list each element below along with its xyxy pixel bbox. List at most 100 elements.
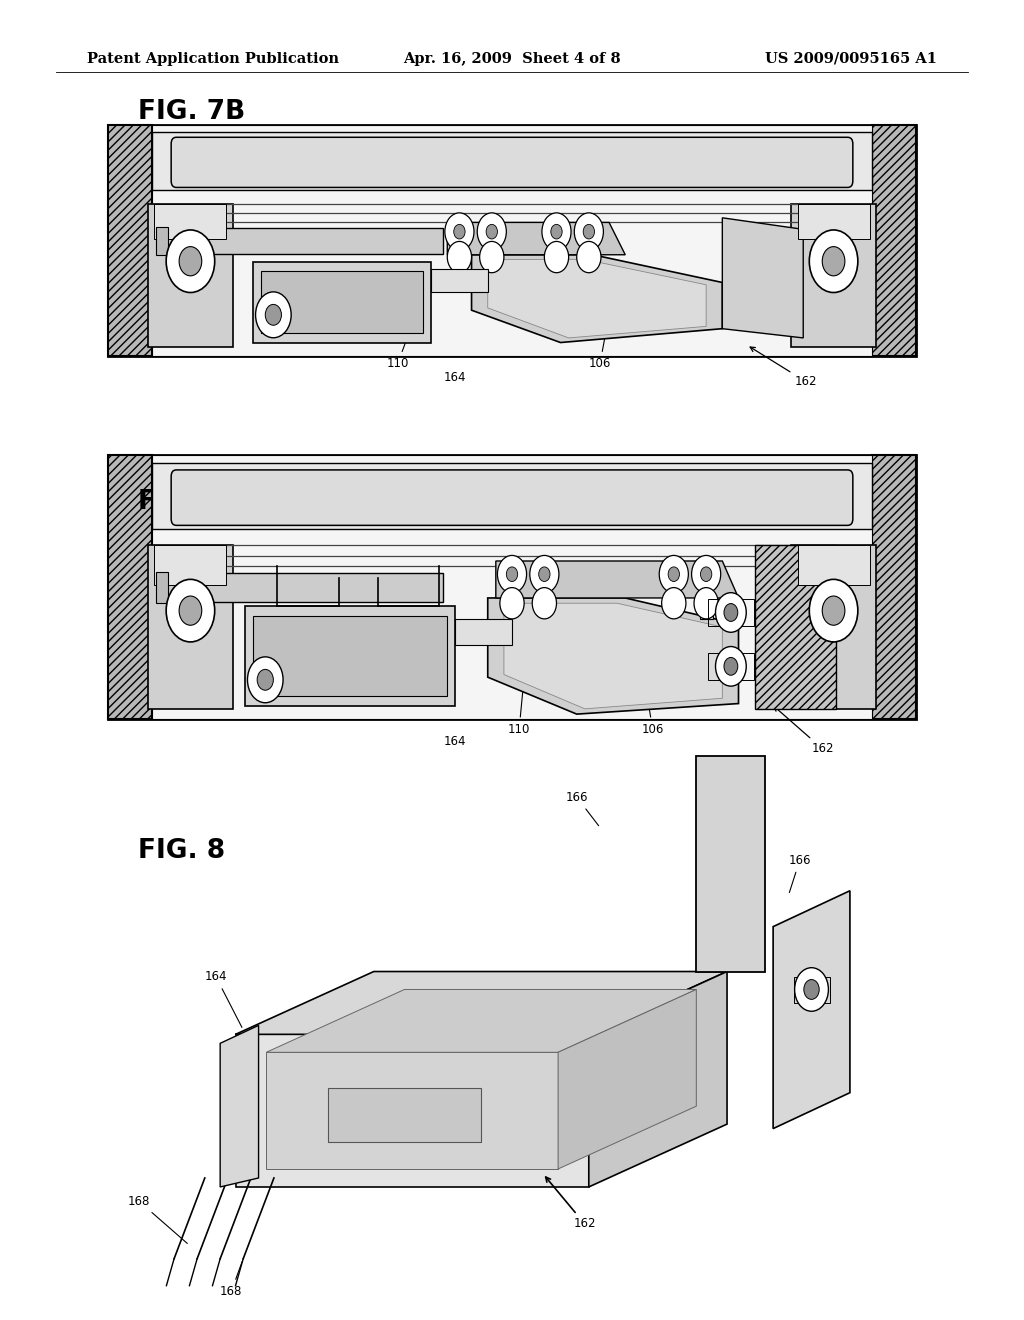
Circle shape — [545, 242, 568, 273]
Text: 164: 164 — [444, 371, 467, 384]
Bar — [261, 271, 423, 334]
Text: FIG. 7C: FIG. 7C — [138, 488, 245, 515]
Circle shape — [479, 242, 504, 273]
Polygon shape — [496, 561, 738, 598]
Text: 164: 164 — [444, 735, 467, 748]
Circle shape — [532, 587, 556, 619]
Circle shape — [716, 647, 746, 686]
Circle shape — [265, 305, 282, 325]
Polygon shape — [266, 990, 696, 1052]
Text: 166: 166 — [788, 854, 811, 892]
Text: FIG. 8: FIG. 8 — [138, 838, 225, 865]
Circle shape — [716, 593, 746, 632]
Polygon shape — [722, 218, 803, 338]
Bar — [431, 269, 487, 292]
Circle shape — [256, 292, 291, 338]
Text: 168: 168 — [128, 1195, 187, 1243]
Bar — [156, 227, 168, 255]
Circle shape — [659, 556, 688, 593]
Polygon shape — [558, 990, 696, 1170]
Bar — [538, 561, 551, 619]
Circle shape — [539, 566, 550, 582]
Polygon shape — [471, 255, 722, 343]
Bar — [152, 125, 872, 356]
Bar — [798, 545, 869, 585]
Bar — [253, 616, 447, 696]
Polygon shape — [589, 972, 727, 1187]
Text: FIG. 7B: FIG. 7B — [138, 99, 246, 125]
Circle shape — [506, 566, 518, 582]
Polygon shape — [236, 1035, 589, 1187]
Bar — [506, 561, 518, 619]
Circle shape — [724, 657, 737, 676]
Bar — [156, 572, 168, 603]
Text: 106: 106 — [641, 664, 664, 735]
Bar — [253, 261, 431, 343]
Circle shape — [179, 597, 202, 626]
Text: US 2009/0095165 A1: US 2009/0095165 A1 — [765, 51, 937, 66]
Bar — [108, 125, 152, 356]
Circle shape — [444, 213, 474, 251]
Circle shape — [809, 230, 858, 293]
Text: 162: 162 — [774, 706, 834, 755]
Circle shape — [700, 566, 712, 582]
Circle shape — [529, 556, 559, 593]
Bar — [794, 977, 829, 1003]
Circle shape — [447, 242, 472, 273]
Bar — [699, 561, 713, 619]
Circle shape — [257, 669, 273, 690]
Bar — [108, 455, 152, 719]
Circle shape — [179, 247, 202, 276]
Text: 164: 164 — [205, 970, 242, 1027]
Bar — [872, 125, 916, 356]
FancyBboxPatch shape — [171, 470, 853, 525]
Bar — [708, 653, 754, 680]
Bar — [160, 573, 443, 602]
Text: 166: 166 — [565, 791, 599, 826]
Circle shape — [542, 213, 571, 251]
Polygon shape — [220, 1026, 258, 1187]
Circle shape — [822, 247, 845, 276]
Polygon shape — [266, 1052, 558, 1170]
Bar — [108, 455, 916, 719]
Bar — [798, 203, 869, 239]
FancyBboxPatch shape — [171, 137, 853, 187]
Circle shape — [584, 224, 595, 239]
Circle shape — [500, 587, 524, 619]
Bar — [245, 606, 456, 706]
Bar — [152, 455, 872, 719]
Polygon shape — [504, 603, 722, 709]
Circle shape — [822, 597, 845, 626]
Text: 106: 106 — [589, 318, 611, 370]
Bar — [583, 218, 595, 273]
Circle shape — [694, 587, 718, 619]
Circle shape — [574, 213, 603, 251]
Bar — [148, 203, 232, 347]
Text: 162: 162 — [751, 347, 817, 388]
Circle shape — [166, 230, 215, 293]
Circle shape — [486, 224, 498, 239]
Bar — [155, 203, 226, 239]
Text: 162: 162 — [546, 1177, 596, 1230]
Bar — [485, 218, 499, 273]
Text: 168: 168 — [220, 1262, 243, 1298]
Circle shape — [662, 587, 686, 619]
Polygon shape — [487, 260, 707, 338]
Bar — [792, 203, 876, 347]
Bar — [152, 132, 872, 190]
Circle shape — [166, 579, 215, 642]
Bar — [708, 599, 754, 626]
Circle shape — [795, 968, 828, 1011]
Circle shape — [809, 579, 858, 642]
Circle shape — [804, 979, 819, 999]
Polygon shape — [773, 891, 850, 1129]
Text: 110: 110 — [387, 308, 418, 370]
Polygon shape — [447, 223, 626, 255]
Polygon shape — [328, 1088, 481, 1142]
Polygon shape — [487, 598, 738, 714]
Bar — [456, 619, 512, 645]
Circle shape — [498, 556, 526, 593]
Text: 110: 110 — [508, 638, 530, 735]
Circle shape — [577, 242, 601, 273]
Bar — [872, 455, 916, 719]
